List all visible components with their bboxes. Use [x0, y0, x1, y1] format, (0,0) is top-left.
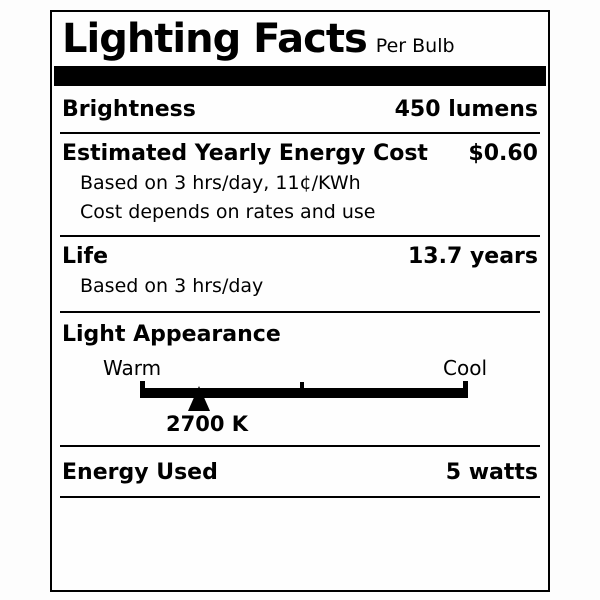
- lighting-facts-label: Lighting Facts Per Bulb Brightness 450 l…: [50, 10, 550, 592]
- light-appearance-section: Light Appearance Warm Cool 2700 K: [60, 313, 540, 447]
- brightness-label: Brightness: [62, 97, 196, 122]
- brightness-row: Brightness 450 lumens: [60, 86, 540, 134]
- color-temperature-value: 2700 K: [166, 412, 249, 436]
- life-row: Life 13.7 years: [62, 243, 538, 270]
- usage-basis-note: Based on 3 hrs/day, 11¢/KWh: [80, 172, 361, 194]
- warm-label: Warm: [103, 356, 162, 380]
- energy-cost-value: $0.60: [468, 141, 538, 166]
- energy-cost-notes: Based on 3 hrs/day, 11¢/KWh Cost depends…: [62, 169, 538, 227]
- energy-used-row: Energy Used 5 watts: [60, 447, 540, 498]
- energy-used-value: 5 watts: [445, 460, 538, 485]
- scale-tick-middle: [300, 382, 304, 398]
- life-label: Life: [62, 244, 109, 269]
- energy-cost-row: Estimated Yearly Energy Cost $0.60: [62, 140, 538, 167]
- label-header: Lighting Facts Per Bulb: [60, 12, 540, 64]
- cool-label: Cool: [443, 356, 487, 380]
- life-section: Life 13.7 years Based on 3 hrs/day: [60, 237, 540, 313]
- light-appearance-label: Light Appearance: [62, 322, 281, 347]
- scale-tick-right: [463, 381, 468, 398]
- energy-cost-label: Estimated Yearly Energy Cost: [62, 141, 428, 166]
- energy-cost-section: Estimated Yearly Energy Cost $0.60 Based…: [60, 134, 540, 237]
- label-subtitle: Per Bulb: [375, 35, 455, 57]
- rate-disclaimer-note: Cost depends on rates and use: [80, 201, 376, 223]
- life-basis-note: Based on 3 hrs/day: [80, 275, 264, 297]
- life-value: 13.7 years: [408, 244, 538, 269]
- scale-tick-left: [140, 381, 145, 398]
- appearance-scale-bar: [140, 388, 468, 398]
- header-divider-bar: [54, 66, 546, 86]
- label-title: Lighting Facts: [62, 16, 368, 62]
- color-temperature-marker-icon: [188, 386, 211, 411]
- brightness-value: 450 lumens: [394, 97, 538, 122]
- energy-used-label: Energy Used: [62, 460, 218, 485]
- light-appearance-scale: Warm Cool 2700 K: [60, 348, 540, 445]
